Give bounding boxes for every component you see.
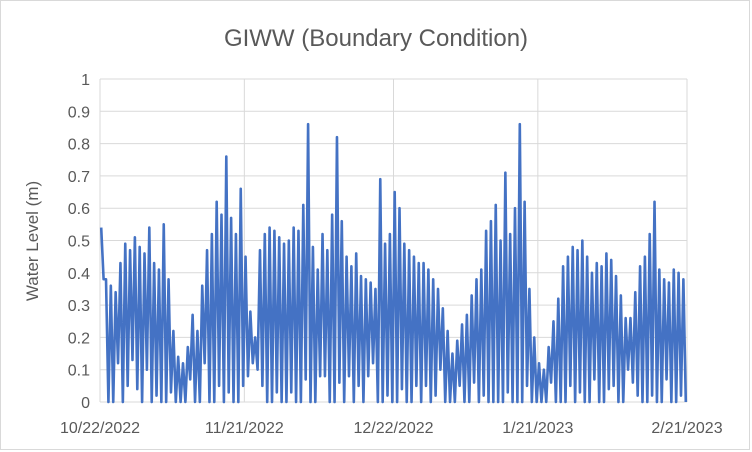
y-axis-title: Water Level (m) <box>23 181 42 301</box>
y-tick-label: 0.6 <box>68 201 90 218</box>
y-tick-label: 0.8 <box>68 137 90 154</box>
y-tick-label: 0.3 <box>68 298 90 315</box>
x-tick-label: 1/21/2023 <box>502 420 573 437</box>
y-tick-label: 0.1 <box>68 363 90 380</box>
y-tick-label: 0 <box>81 395 90 412</box>
series-group <box>99 122 688 404</box>
y-tick-labels: 0 0.1 0.2 0.3 0.4 0.5 0.6 0.7 0.8 0.9 1 <box>68 72 90 412</box>
y-tick-label: 0.5 <box>68 234 90 251</box>
y-tick-label: 1 <box>81 72 90 89</box>
y-tick-label: 0.4 <box>68 266 90 283</box>
y-tick-label: 0.9 <box>68 104 90 121</box>
series-line <box>99 122 688 404</box>
x-tick-label: 2/21/2023 <box>651 420 722 437</box>
chart-title: GIWW (Boundary Condition) <box>224 25 528 52</box>
x-tick-label: 11/21/2022 <box>205 420 284 437</box>
x-tick-label: 12/22/2022 <box>353 420 433 437</box>
y-tick-label: 0.2 <box>68 330 90 347</box>
x-tick-labels: 10/22/2022 11/21/2022 12/22/2022 1/21/2023 2… <box>60 420 723 437</box>
x-tick-label: 10/22/2022 <box>60 420 140 437</box>
y-tick-label: 0.7 <box>68 169 90 186</box>
